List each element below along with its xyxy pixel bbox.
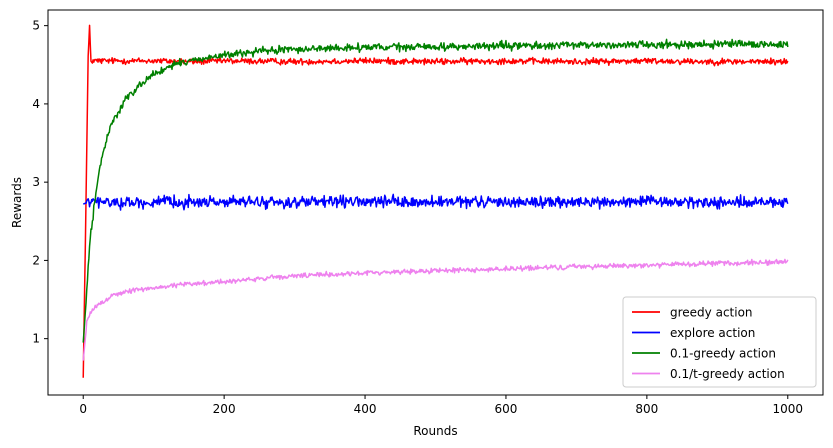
legend-label: 0.1-greedy action — [670, 347, 776, 361]
x-axis-label: Rounds — [413, 424, 457, 438]
legend-label: 0.1/t-greedy action — [670, 367, 785, 381]
series-line-1 — [82, 24, 789, 378]
x-tick-label: 400 — [354, 402, 377, 416]
y-tick-label: 4 — [32, 97, 40, 111]
legend-label: explore action — [670, 326, 755, 340]
y-tick-label: 1 — [32, 332, 40, 346]
x-tick-label: 1000 — [772, 402, 803, 416]
x-tick-label: 200 — [213, 402, 236, 416]
series-line-2 — [82, 193, 789, 211]
legend: greedy action explore action 0.1-greedy ac… — [622, 296, 817, 388]
y-tick-label: 2 — [32, 253, 40, 267]
y-tick-label: 3 — [32, 175, 40, 189]
y-tick-label: 5 — [32, 19, 40, 33]
y-axis-label: Rewards — [10, 177, 24, 228]
legend-label: greedy action — [670, 306, 753, 320]
series-layer — [82, 24, 789, 378]
series-line-3 — [82, 38, 789, 343]
series-line-4 — [82, 258, 789, 361]
plot-frame — [47, 9, 824, 396]
legend-box — [622, 296, 817, 388]
x-tick-label: 600 — [495, 402, 518, 416]
x-tick-label: 800 — [635, 402, 658, 416]
x-tick-label: 0 — [79, 402, 87, 416]
axes-layer: 0 200 400 600 800 1000 1 2 3 4 5 — [32, 19, 803, 416]
